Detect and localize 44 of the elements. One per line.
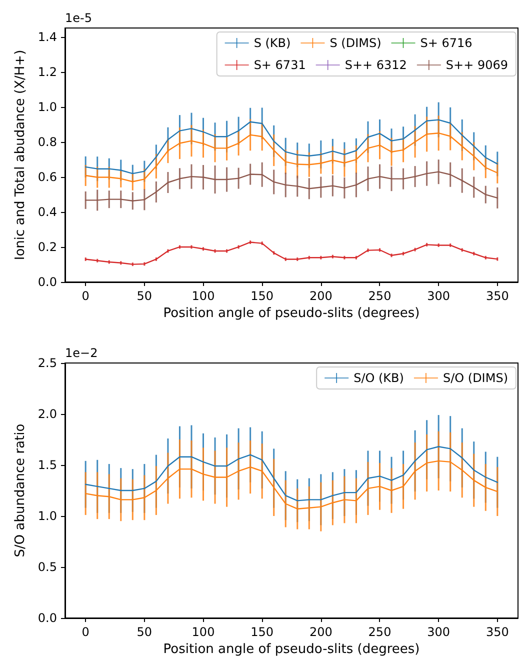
- y-tick-label: 0.5: [38, 560, 57, 574]
- x-tick-label: 150: [250, 289, 274, 303]
- x-tick-label: 0: [82, 289, 90, 303]
- text: 1e-5: [65, 11, 92, 25]
- y-tick-label: 1.0: [38, 509, 57, 523]
- x-tick-label: 250: [368, 625, 392, 639]
- y-tick-label: 2.0: [38, 407, 57, 421]
- y-tick-label: 1.4: [38, 30, 57, 44]
- legend-label: S (KB): [254, 36, 291, 50]
- x-tick-label: 350: [486, 625, 509, 639]
- x-tick-label: 250: [368, 289, 392, 303]
- y-tick-label: 2.5: [38, 356, 57, 370]
- legend-label: S/O (DIMS): [442, 371, 508, 385]
- y-tick-label: 1.2: [38, 64, 57, 79]
- x-tick-label: 100: [192, 625, 215, 639]
- legend-label: S (DIMS): [330, 36, 382, 50]
- x-tick-label: 300: [427, 289, 450, 303]
- x-tick-label: 0: [82, 625, 90, 639]
- x-axis-title: Position angle of pseudo-slits (degrees): [163, 642, 420, 657]
- legend-label: S+ 6716: [420, 36, 472, 50]
- y-tick-label: 0.0: [38, 611, 57, 625]
- legend-label: S++ 9069: [446, 58, 508, 72]
- y-tick-label: 0.0: [38, 275, 57, 289]
- y-axis-title: S/O abundance ratio: [13, 424, 28, 558]
- text: 1e−2: [65, 346, 98, 360]
- legend-label: S++ 6312: [344, 58, 407, 72]
- y-tick-label: 1.0: [38, 100, 57, 114]
- y-tick-label: 0.6: [38, 170, 57, 184]
- x-tick-label: 50: [136, 289, 152, 303]
- y-tick-label: 0.4: [38, 204, 57, 219]
- y-tick-label: 0.2: [38, 240, 57, 254]
- x-axis-title: Position angle of pseudo-slits (degrees): [163, 306, 420, 321]
- x-tick-label: 300: [427, 625, 450, 639]
- legend-label: S/O (KB): [354, 371, 404, 385]
- x-tick-label: 50: [136, 625, 152, 639]
- y-axis-title: Ionic and Total abudance (X/H+): [13, 50, 28, 260]
- x-tick-label: 150: [250, 625, 274, 639]
- x-tick-label: 200: [309, 625, 332, 639]
- y-tick-label: 1.5: [38, 458, 57, 472]
- y-tick-label: 0.8: [38, 134, 57, 149]
- x-tick-label: 100: [192, 289, 215, 303]
- x-tick-label: 200: [309, 289, 332, 303]
- x-tick-label: 350: [486, 289, 509, 303]
- legend-label: S+ 6731: [254, 58, 306, 72]
